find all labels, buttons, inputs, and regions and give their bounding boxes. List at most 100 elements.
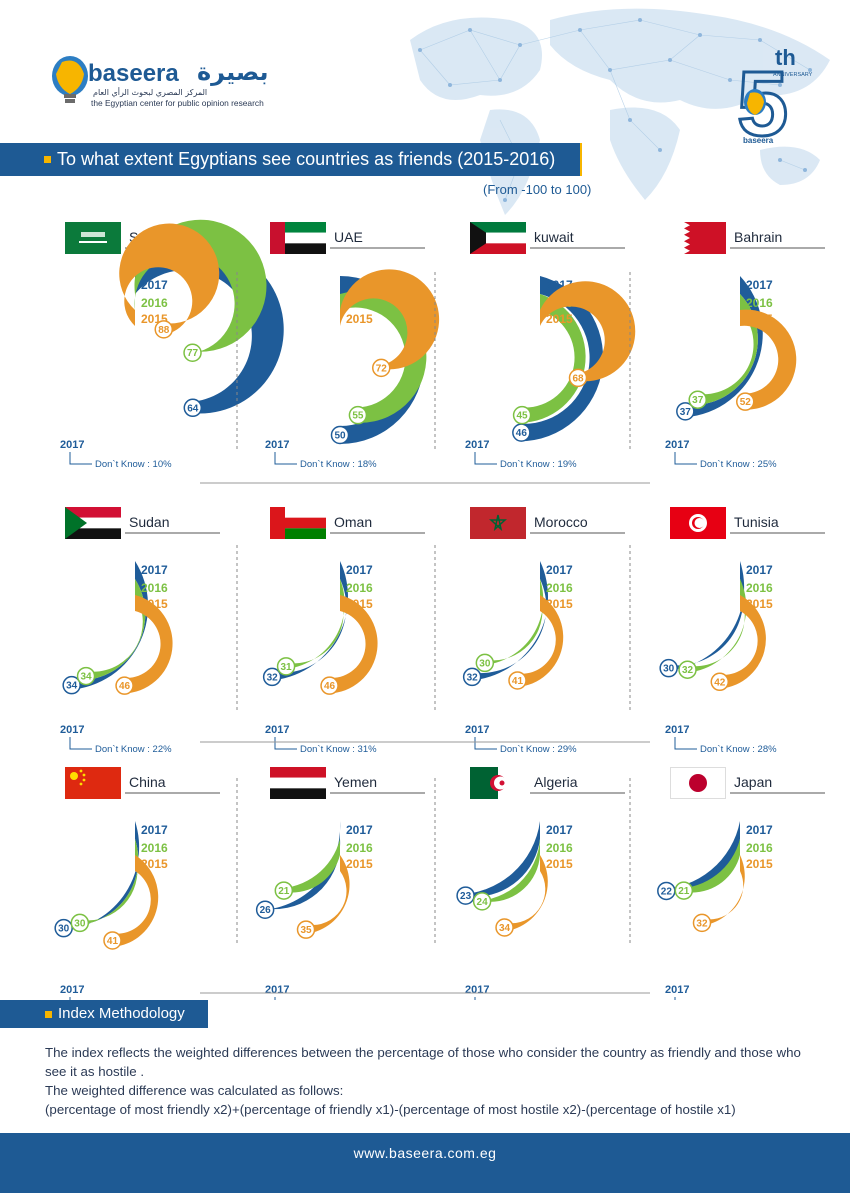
- value-marker: [262, 667, 282, 687]
- value-marker: [472, 892, 492, 911]
- arc-2017: [660, 561, 745, 671]
- dont-know-bracket: [474, 452, 497, 465]
- year-label: 2017: [465, 439, 489, 451]
- data-label: 26: [260, 905, 272, 916]
- country-name: kuwait: [534, 229, 574, 245]
- data-label: 24: [477, 897, 489, 908]
- arc-2017: [456, 821, 540, 897]
- anniversary-badge-icon: 5 th ANNIVERSARY baseera: [736, 45, 813, 157]
- data-label: 52: [740, 397, 752, 408]
- dont-know-label: Don`t Know : 25%: [700, 459, 777, 470]
- series-label: 2016: [546, 841, 573, 855]
- arc-2016: [276, 839, 340, 893]
- series-label: 2016: [746, 841, 773, 855]
- country-name: Bahrain: [734, 229, 782, 245]
- sudan-flag-icon: [65, 507, 121, 539]
- methodology-line-2: The weighted difference was calculated a…: [45, 1083, 344, 1098]
- series-label: 2015: [141, 857, 168, 871]
- series-label: 2017: [141, 563, 168, 577]
- series-label: 2017: [141, 278, 168, 292]
- title-accent: [580, 143, 582, 176]
- value-marker: [659, 658, 678, 678]
- dont-know-label: Don`t Know : 29%: [500, 744, 577, 755]
- value-marker: [76, 666, 96, 686]
- data-label: 32: [682, 665, 694, 676]
- data-label: 37: [680, 407, 692, 418]
- value-marker: [115, 676, 134, 695]
- arc-2015: [497, 855, 548, 932]
- data-label: 32: [467, 672, 479, 683]
- bahrain-flag-icon: [670, 222, 726, 254]
- value-marker: [710, 672, 730, 692]
- footer-url[interactable]: www.baseera.com.eg: [353, 1145, 497, 1161]
- dont-know-bracket: [474, 737, 497, 750]
- country-chart-uae: UAE2017502016552015722017Don`t Know : 18…: [265, 222, 440, 470]
- country-chart-morocco: Morocco 2017 32 2016 30 2015 41 2017 Don`t Know …: [462, 507, 625, 755]
- arc-2016: [79, 579, 146, 681]
- value-marker: [456, 886, 475, 905]
- data-label: 34: [499, 923, 511, 934]
- country-name: Morocco: [534, 514, 588, 530]
- saudi-flag-icon: [65, 222, 121, 254]
- data-label: 30: [663, 664, 675, 675]
- data-label: 46: [324, 681, 336, 692]
- value-marker: [183, 398, 203, 418]
- value-marker: [103, 931, 122, 950]
- country-chart-kuwait: kuwait2017462016452015682017Don`t Know :…: [465, 222, 636, 470]
- data-label: 32: [267, 672, 279, 683]
- dont-know-label: Don`t Know : 10%: [95, 459, 172, 470]
- dont-know-bracket: [69, 737, 92, 750]
- arc-2015: [122, 595, 173, 694]
- morocco-flag-icon: [470, 507, 526, 539]
- country-chart-sudan: Sudan 2017 34 2016 34 2015 46 2017 Don`t Know : …: [60, 507, 220, 755]
- arc-2015: [715, 595, 766, 689]
- bullet-square-icon: [45, 1011, 52, 1018]
- data-label: 55: [352, 411, 364, 422]
- year-label: 2017: [465, 984, 489, 996]
- country-name: Japan: [734, 774, 772, 790]
- arc-2016: [278, 579, 345, 670]
- value-marker: [183, 343, 202, 362]
- dont-know-bracket: [274, 452, 297, 465]
- china-flag-icon: [65, 767, 121, 799]
- kuwait-flag-icon: [470, 222, 526, 254]
- dont-know-label: Don`t Know : 31%: [300, 744, 377, 755]
- series-label: 2017: [546, 823, 573, 837]
- year-label: 2017: [265, 984, 289, 996]
- country-chart-tunisia: Tunisia 2017 30 2016 32 2015 42 2017 Don`t Know …: [659, 507, 825, 755]
- value-marker: [296, 920, 316, 939]
- methodology-line-1: The index reflects the weighted differen…: [45, 1045, 801, 1079]
- data-label: 23: [460, 891, 472, 902]
- algeria-flag-icon: [470, 767, 526, 799]
- value-marker: [330, 425, 350, 445]
- series-label: 2016: [346, 841, 373, 855]
- value-marker: [678, 660, 697, 679]
- title-bar: To what extent Egyptians see countries a…: [0, 143, 582, 176]
- anniversary-label: ANNIVERSARY: [773, 72, 813, 78]
- country-chart-algeria: Algeria2017232016242015342017Don`t Know …: [456, 767, 625, 1000]
- data-label: 77: [187, 348, 199, 359]
- logo-arabic-text: بصيرة: [197, 58, 269, 86]
- value-marker: [372, 358, 391, 378]
- country-chart-japan: Japan2017222016212015322017Don`t Know : …: [657, 767, 825, 1000]
- value-marker: [688, 390, 707, 409]
- data-label: 72: [376, 363, 388, 374]
- year-label: 2017: [60, 984, 84, 996]
- data-label: 45: [517, 411, 529, 422]
- dont-know-label: Don`t Know : 22%: [95, 744, 172, 755]
- page-subtitle: (From -100 to 100): [483, 182, 592, 197]
- data-label: 46: [516, 428, 528, 439]
- data-label: 50: [334, 431, 346, 442]
- world-map-decoration: [410, 8, 830, 215]
- country-chart-yemen: Yemen2017262016212015352017Don`t Know : …: [255, 767, 425, 1000]
- arc-2015: [119, 223, 220, 336]
- dont-know-label: Don`t Know : 28%: [700, 744, 777, 755]
- yemen-flag-icon: [270, 767, 326, 799]
- tunisia-flag-icon: [670, 507, 726, 539]
- series-label: 2015: [546, 597, 573, 611]
- series-label: 2016: [141, 296, 168, 310]
- value-marker: [512, 405, 532, 425]
- arc-2017: [64, 561, 149, 691]
- country-name: UAE: [334, 229, 363, 245]
- year-label: 2017: [265, 724, 289, 736]
